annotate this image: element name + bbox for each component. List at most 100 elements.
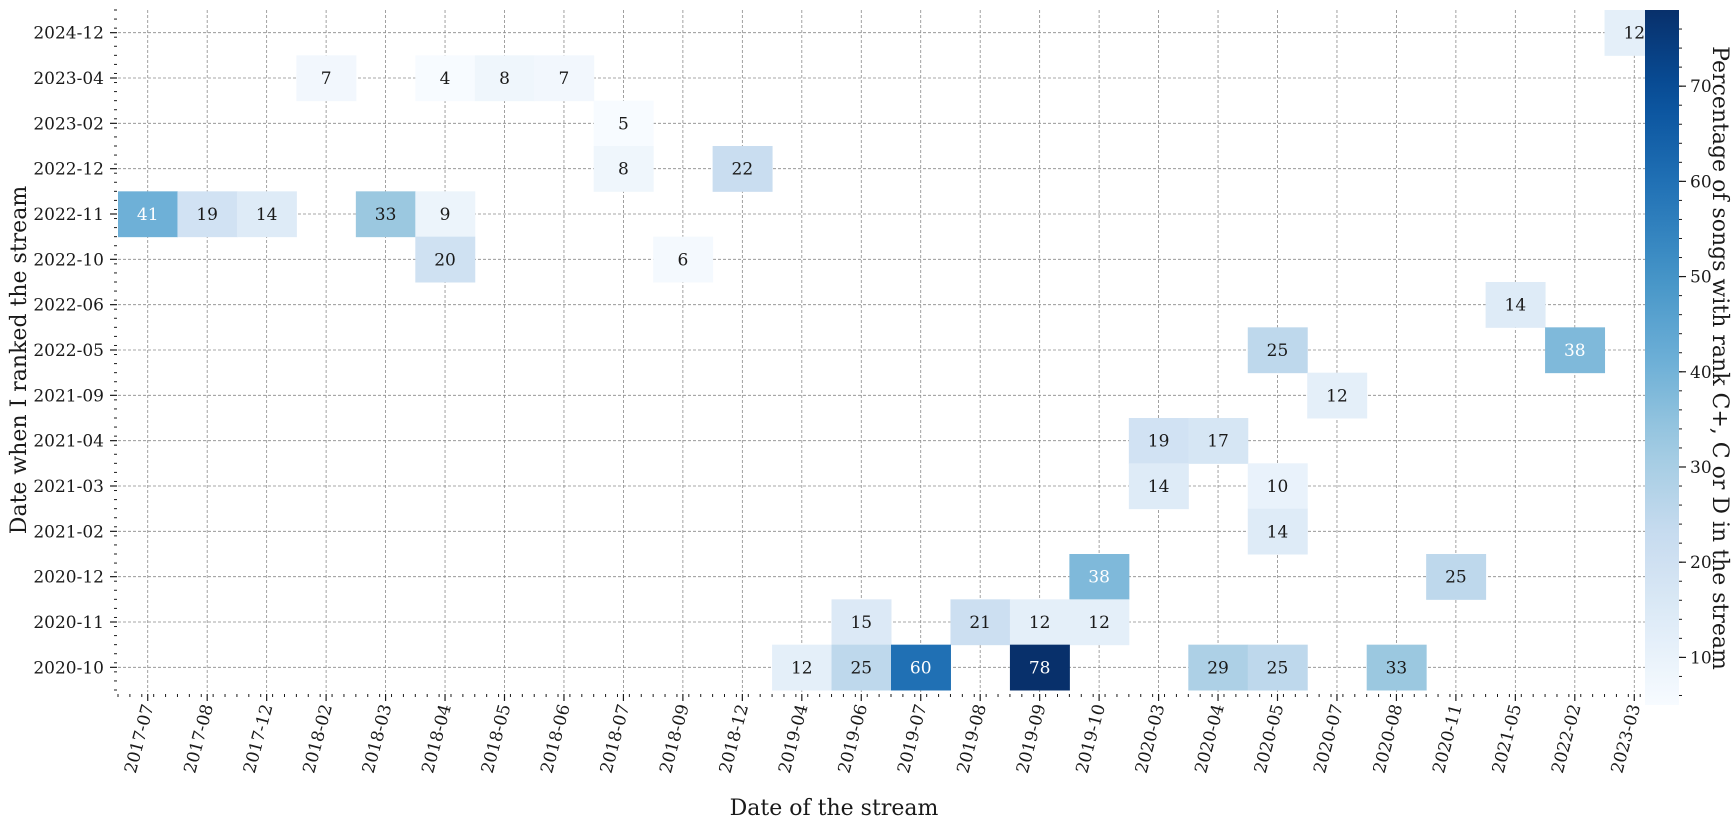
colorbar-gradient xyxy=(1645,10,1679,705)
colorbar: 10 20 30 40 50 60 70 xyxy=(1645,10,1712,705)
x-tick-label: 2020-04 xyxy=(1191,702,1229,775)
cell-value-label: 25 xyxy=(850,658,872,678)
x-tick-label: 2018-09 xyxy=(656,702,694,775)
heatmap-cell xyxy=(1128,463,1189,510)
heatmap-cell xyxy=(1247,463,1308,510)
cell-value-label: 19 xyxy=(196,205,218,225)
cell-value-label: 12 xyxy=(1326,386,1348,406)
y-tick-label: 2023-02 xyxy=(33,114,104,134)
cell-value-label: 9 xyxy=(440,205,451,225)
cell-value-label: 33 xyxy=(1386,658,1408,678)
heatmap-cell xyxy=(593,146,654,192)
heatmap-cell xyxy=(831,599,892,646)
colorbar-tick-label: 30 xyxy=(1690,458,1712,478)
heatmap-cell xyxy=(236,191,297,238)
heatmap-cell xyxy=(415,236,476,283)
x-tick-label: 2018-03 xyxy=(359,702,397,775)
cell-value-label: 5 xyxy=(618,114,629,134)
colorbar-tick-label: 40 xyxy=(1690,363,1712,383)
heatmap-cell xyxy=(1247,508,1308,555)
cell-value-label: 6 xyxy=(677,250,688,270)
x-tick-label: 2023-03 xyxy=(1607,702,1645,775)
x-tick-label: 2019-04 xyxy=(775,702,813,775)
x-tick-label: 2017-08 xyxy=(180,702,218,775)
y-tick-label: 2022-10 xyxy=(33,250,104,270)
cell-value-label: 41 xyxy=(137,205,159,225)
x-tick-label: 2017-07 xyxy=(121,702,159,775)
x-tick-label: 2020-08 xyxy=(1370,702,1408,775)
cell-value-label: 8 xyxy=(618,160,629,180)
x-tick-label: 2021-05 xyxy=(1489,702,1527,775)
cell-value-label: 38 xyxy=(1564,341,1586,361)
heatmap-cell xyxy=(712,146,773,192)
y-tick-label: 2020-11 xyxy=(33,613,104,633)
heatmap-cell xyxy=(950,599,1011,646)
cell-value-label: 4 xyxy=(440,69,451,89)
cell-value-label: 12 xyxy=(1623,24,1645,44)
heatmap-cell xyxy=(1069,554,1130,600)
heatmap-cell xyxy=(1426,554,1487,600)
heatmap-cell xyxy=(415,191,476,238)
y-tick-label: 2022-06 xyxy=(33,296,104,316)
x-axis-title: Date of the stream xyxy=(730,796,939,821)
cell-value-label: 20 xyxy=(434,250,456,270)
cell-value-label: 12 xyxy=(1088,613,1110,633)
x-tick-label: 2022-02 xyxy=(1548,702,1586,775)
x-tick-label: 2018-06 xyxy=(537,702,575,775)
colorbar-title: Percentage of songs with rank C+, C or D… xyxy=(1707,46,1732,670)
cell-value-label: 12 xyxy=(791,658,813,678)
heatmap-cell xyxy=(474,55,535,102)
cell-value-label: 60 xyxy=(910,658,932,678)
x-tick-label: 2018-12 xyxy=(716,702,754,775)
heatmap-cell xyxy=(118,191,178,238)
heatmap-cell xyxy=(1366,644,1427,691)
heatmap-cell xyxy=(1128,418,1189,464)
x-tick-label: 2017-12 xyxy=(240,702,278,775)
heatmap-cell xyxy=(831,644,892,691)
y-tick-label: 2021-04 xyxy=(33,432,104,452)
heatmap-cell xyxy=(1485,282,1546,328)
heatmap-cell xyxy=(1188,644,1249,691)
heatmap-cell xyxy=(296,55,357,102)
heatmap-cell xyxy=(772,644,833,691)
heatmap-cell xyxy=(355,191,416,238)
heatmap-cell xyxy=(1009,599,1070,646)
x-tick-label: 2020-03 xyxy=(1132,702,1170,775)
cell-value-label: 15 xyxy=(850,613,872,633)
heatmap-cell xyxy=(1247,327,1308,374)
heatmap-cell xyxy=(1069,599,1130,646)
y-tick-label: 2020-12 xyxy=(33,568,104,588)
colorbar-tick-label: 60 xyxy=(1690,172,1712,192)
x-tick-label: 2019-10 xyxy=(1072,702,1110,775)
heatmap-cell xyxy=(177,191,238,238)
cell-value-label: 33 xyxy=(375,205,397,225)
y-tick-label: 2024-12 xyxy=(33,24,104,44)
cell-value-label: 7 xyxy=(559,69,570,89)
heatmap-cell xyxy=(1247,644,1308,691)
y-axis-ticks: 2024-12 2023-04 2023-02 2022-12 2022-11 2022-… xyxy=(33,9,117,691)
x-tick-label: 2020-07 xyxy=(1310,702,1348,775)
y-tick-label: 2022-05 xyxy=(33,341,104,361)
x-tick-label: 2018-02 xyxy=(299,702,337,775)
heatmap-cell xyxy=(534,55,595,102)
colorbar-tick-label: 10 xyxy=(1690,648,1712,668)
x-tick-label: 2018-07 xyxy=(597,702,635,775)
cell-value-label: 12 xyxy=(1029,613,1051,633)
colorbar-tick-label: 50 xyxy=(1690,268,1712,288)
x-axis-ticks: 2017-07 2017-08 2017-12 2018-02 2018-03 2018-… xyxy=(117,694,1665,776)
grid-lines xyxy=(118,10,1664,692)
y-tick-label: 2021-03 xyxy=(33,477,104,497)
heatmap-cell xyxy=(415,55,476,102)
x-tick-label: 2019-09 xyxy=(1013,702,1051,775)
heatmap-cells: 12 7 4 8 7 5 8 22 41 19 14 33 9 20 6 14 25 38 12 19 17 14 10 14… xyxy=(118,10,1665,691)
cell-value-label: 22 xyxy=(732,160,754,180)
heatmap-cell xyxy=(593,100,654,147)
heatmap-cell xyxy=(1307,372,1368,419)
y-tick-label: 2021-09 xyxy=(33,386,104,406)
cell-value-label: 25 xyxy=(1267,341,1289,361)
y-tick-label: 2020-10 xyxy=(33,658,104,678)
heatmap-cell xyxy=(1545,327,1606,374)
heatmap-cell xyxy=(891,644,951,691)
y-tick-label: 2022-12 xyxy=(33,160,104,180)
